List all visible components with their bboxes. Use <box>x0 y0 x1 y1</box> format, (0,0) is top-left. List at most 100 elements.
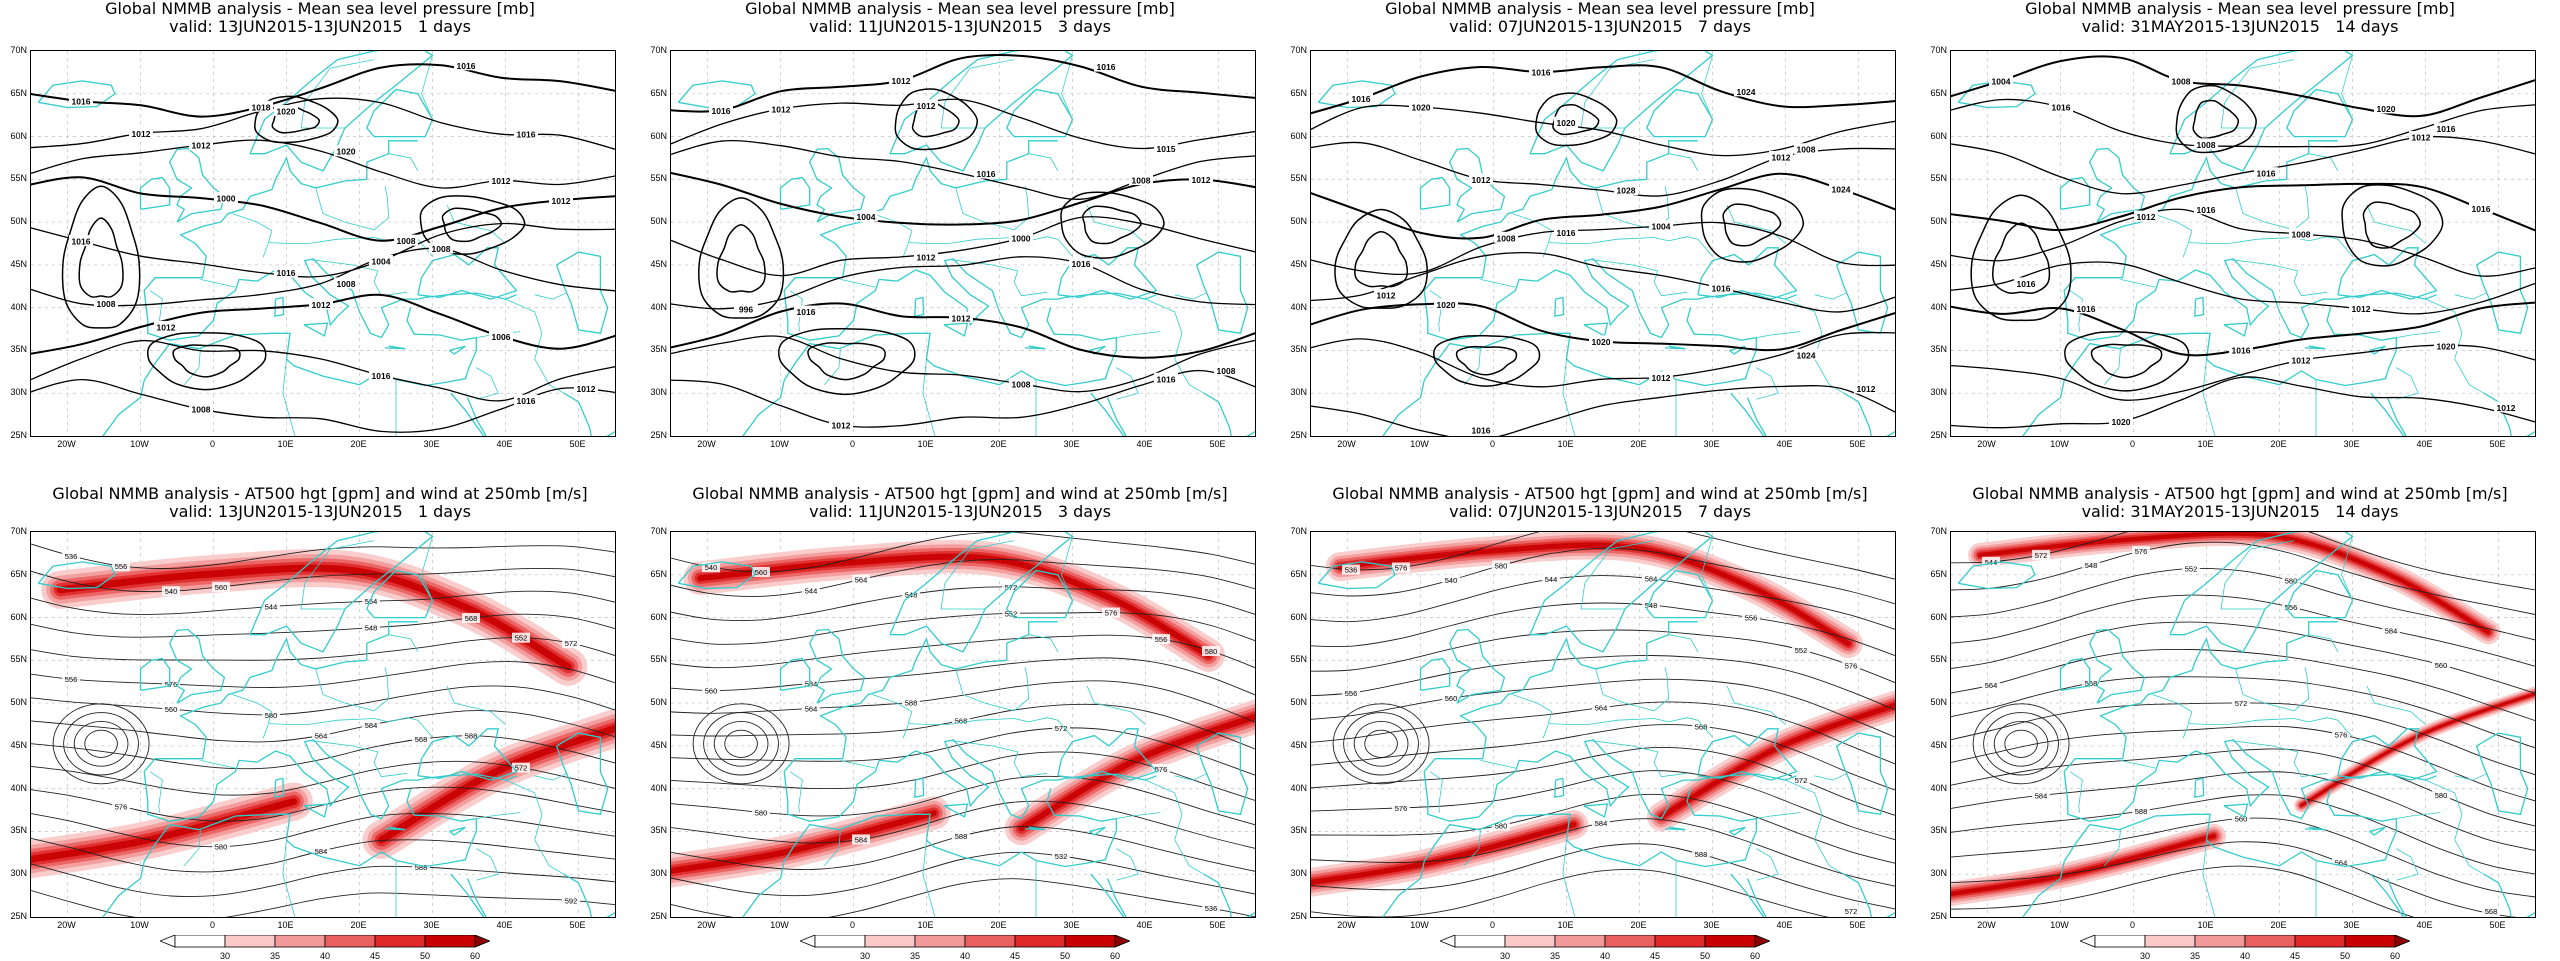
coastline <box>466 397 487 436</box>
isobar-label-bg <box>2109 415 2133 427</box>
isobar <box>671 53 1255 113</box>
isobar-closed <box>1722 203 1782 247</box>
panel-subtitle: valid: 13JUN2015-13JUN2015 1 days <box>169 502 471 521</box>
height-label-bg <box>2382 625 2400 636</box>
border-line <box>1756 848 1779 881</box>
isobar-label-bg <box>1794 348 1818 360</box>
isobar-label-bg <box>1494 231 1518 243</box>
border-line <box>952 259 1048 297</box>
colorbar-segment <box>2194 935 2246 948</box>
isobars <box>31 63 615 433</box>
border-line <box>2454 772 2488 781</box>
coastline <box>1646 140 1698 180</box>
lon-label: 20W <box>57 920 76 930</box>
border-line <box>534 291 568 300</box>
isobar-label-bg <box>69 235 93 247</box>
isobar-closed <box>271 105 321 134</box>
isobar-label: 1012 <box>917 101 936 111</box>
lon-label: 10E <box>277 920 294 930</box>
isobar <box>1951 135 2535 195</box>
panel-subtitle: valid: 11JUN2015-13JUN2015 3 days <box>809 502 1111 521</box>
lat-label: 65N <box>650 568 667 579</box>
border-line <box>1061 55 1073 120</box>
isobar-label-bg <box>974 167 998 179</box>
height-label: 572 <box>1795 776 1808 785</box>
lat-label: 65N <box>10 568 27 579</box>
isobar-label: 1012 <box>2292 356 2311 366</box>
lat-label: 60N <box>1290 130 1307 141</box>
panel-title: Global NMMB analysis - AT500 hgt [gpm] a… <box>1972 484 2508 503</box>
height-contour <box>1951 794 2535 875</box>
colorbar-segment <box>1554 935 1606 948</box>
isobar-label: 1016 <box>457 61 476 71</box>
lat-label: 55N <box>1290 654 1307 665</box>
lon-label: 10E <box>2197 439 2214 449</box>
isobar-closed <box>254 95 339 144</box>
height-label: 576 <box>2135 547 2148 556</box>
colorbar-tick: 30 <box>2139 951 2150 961</box>
jet-band <box>697 553 1212 659</box>
height-contour <box>31 590 615 615</box>
height-label: 540 <box>705 563 718 572</box>
isobar-label: 1008 <box>1497 233 1516 243</box>
isobar-label: 1020 <box>1557 118 1576 128</box>
hgt500-panel-14days: Global NMMB analysis - AT500 hgt [gpm] a… <box>1920 484 2560 961</box>
isobar-label-bg <box>1589 335 1613 347</box>
height-label-bg <box>2082 560 2100 571</box>
isobar-closed <box>1970 194 2072 322</box>
isobar-closed <box>1081 205 1142 245</box>
lon-label: 20W <box>697 920 716 930</box>
border-line <box>315 667 390 712</box>
isobar-label-bg <box>334 145 358 157</box>
border-line <box>2152 213 2353 257</box>
isobar-label-bg <box>829 419 853 431</box>
jet-band <box>671 810 937 874</box>
height-label: 584 <box>315 847 328 856</box>
coastline <box>179 156 367 278</box>
lat-label: 55N <box>650 654 667 665</box>
isobar-label: 1016 <box>1532 68 1551 78</box>
height-label-bg <box>902 589 920 600</box>
coastline <box>1090 873 1125 917</box>
height-contour-closed <box>724 729 758 758</box>
coastline <box>274 777 285 798</box>
lat-label: 35N <box>1930 825 1947 836</box>
isobar-label: 1016 <box>797 307 816 317</box>
isobar-label: 1020 <box>1592 337 1611 347</box>
isobar-label-bg <box>489 330 513 342</box>
height-contour <box>31 812 615 848</box>
lat-label: 50N <box>1930 216 1947 227</box>
lat-label: 25N <box>1290 430 1307 440</box>
lat-label: 45N <box>10 258 27 269</box>
coastline <box>2286 569 2354 619</box>
border-line <box>1668 634 1699 652</box>
height-label-bg <box>262 601 280 612</box>
colorbar-arrow-left <box>800 935 816 948</box>
height-label-bg <box>2332 729 2350 740</box>
height-contour <box>31 661 615 689</box>
isobar-closed <box>2064 330 2190 392</box>
lon-label: 10W <box>130 920 149 930</box>
height-label: 576 <box>1105 609 1118 618</box>
coastline <box>168 628 226 704</box>
lat-label: 30N <box>10 868 27 879</box>
isobar-label-bg <box>1469 173 1493 185</box>
map-canvas: 536 540 544 548 552 556 560 564 568 572 576 580 584 5… <box>1311 532 1895 917</box>
border-line <box>1512 694 1713 738</box>
colorbar-graphic <box>1440 935 1770 948</box>
isobar-label: 1024 <box>1797 350 1816 360</box>
coastline <box>1957 561 2036 590</box>
lon-label: 0 <box>2129 439 2135 449</box>
coastline <box>168 147 226 223</box>
lon-label: 20E <box>2270 439 2287 449</box>
isobar <box>671 216 1255 277</box>
lon-label: 20E <box>1630 920 1647 930</box>
isobar <box>1951 376 2535 429</box>
isobar-closed <box>2341 184 2444 267</box>
jet-band <box>1311 821 1577 886</box>
height-label-bg <box>2432 659 2450 670</box>
panel-subtitle: valid: 07JUN2015-13JUN2015 7 days <box>1449 17 1751 36</box>
height-label: 568 <box>1695 722 1708 731</box>
coastline <box>1006 569 1074 619</box>
isobar-label-bg <box>1649 371 1673 383</box>
